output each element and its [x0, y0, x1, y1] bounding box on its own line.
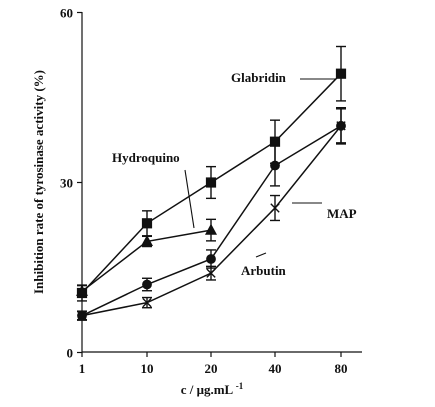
x-tick-label-2: 20 [205, 361, 218, 376]
series-label-1: Hydroquino [112, 150, 180, 165]
series-group [75, 45, 347, 321]
x-axis-title-main: c / μg.mL [181, 382, 234, 397]
marker-2-3 [270, 160, 280, 171]
x-tick-label-4: 80 [335, 361, 348, 376]
marker-3-1 [142, 297, 152, 308]
plot-area [81, 12, 362, 353]
x-tick-label-1: 10 [141, 361, 154, 376]
marker-1-1 [140, 234, 154, 247]
marker-0-1 [141, 218, 153, 229]
series-label-leader-2 [255, 252, 267, 258]
series-1 [75, 218, 218, 298]
x-axis-title: c / μg.mL -1 [181, 381, 244, 397]
series-label-leader-1 [184, 169, 195, 229]
marker-3-3-stroke-b [270, 203, 280, 213]
marker-1-2 [204, 223, 218, 235]
marker-3-3 [270, 203, 280, 213]
series-label-3: MAP [327, 206, 357, 221]
y-tick-label-1: 30 [60, 176, 73, 191]
marker-3-4-stroke-b [336, 121, 346, 131]
marker-3-0 [77, 310, 87, 321]
marker-3-4 [336, 121, 346, 131]
marker-2-2 [206, 254, 216, 264]
marker-3-2-stroke-b [206, 268, 216, 278]
marker-2-1 [142, 279, 152, 290]
marker-0-2 [205, 177, 217, 188]
series-label-0: Glabridin [231, 70, 287, 85]
y-tick-label-0: 0 [67, 346, 74, 361]
x-tick-label-0: 1 [79, 361, 86, 376]
x-axis-title-superscript: -1 [236, 381, 244, 391]
x-tick-label-3: 40 [269, 361, 282, 376]
series-label-2: Arbutin [241, 263, 287, 278]
marker-1-0 [75, 284, 89, 296]
series-2 [77, 106, 346, 321]
series-labels: Glabridin Hydroquino Arbutin MAP [112, 70, 357, 278]
x-axis-title-group: c / μg.mL -1 [181, 381, 244, 397]
marker-3-0-stroke-b [77, 310, 87, 321]
axis-ticks: 0 30 60 1 10 20 40 80 [60, 6, 348, 377]
marker-0-4 [335, 68, 347, 79]
marker-3-2 [206, 268, 216, 278]
series-3 [77, 108, 346, 321]
y-axis-title-group: Inhibition rate of tyrosinase activity (… [31, 70, 46, 294]
y-tick-label-2: 60 [60, 6, 73, 21]
marker-3-1-stroke-b [142, 297, 152, 308]
y-axis-title: Inhibition rate of tyrosinase activity (… [31, 70, 46, 294]
